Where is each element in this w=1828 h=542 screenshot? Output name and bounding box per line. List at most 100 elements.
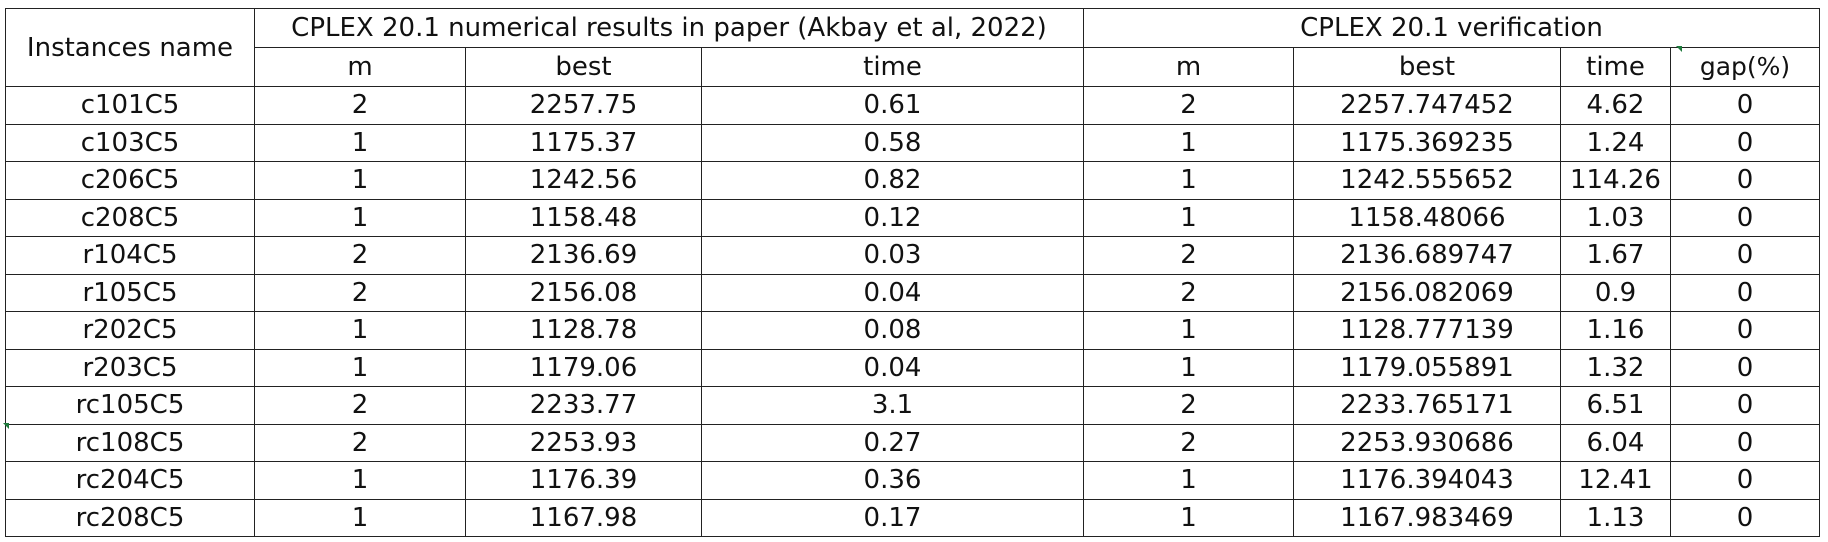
instance-name-cell[interactable]: c103C5: [5, 123, 255, 162]
verification-time-cell[interactable]: 1.32: [1560, 348, 1671, 387]
verification-time-cell[interactable]: 0.9: [1560, 273, 1671, 312]
verification-time-cell[interactable]: 4.62: [1560, 86, 1671, 125]
paper-m-cell[interactable]: 2: [254, 423, 466, 462]
paper-m-cell[interactable]: 2: [254, 386, 466, 425]
verification-best-cell[interactable]: 1128.777139: [1293, 311, 1561, 350]
gap-percent-cell[interactable]: 0: [1670, 236, 1820, 275]
verification-time-cell[interactable]: 1.13: [1560, 498, 1671, 537]
verification-m-cell[interactable]: 2: [1083, 273, 1294, 312]
paper-m-cell[interactable]: 1: [254, 461, 466, 500]
paper-best-cell[interactable]: 2136.69: [465, 236, 702, 275]
gap-percent-header[interactable]: gap(%): [1670, 47, 1820, 87]
paper-m-cell[interactable]: 2: [254, 86, 466, 125]
paper-best-header[interactable]: best: [465, 47, 702, 87]
gap-percent-cell[interactable]: 0: [1670, 123, 1820, 162]
verification-time-cell[interactable]: 1.03: [1560, 198, 1671, 237]
paper-m-cell[interactable]: 2: [254, 236, 466, 275]
paper-best-cell[interactable]: 2257.75: [465, 86, 702, 125]
verification-time-cell[interactable]: 12.41: [1560, 461, 1671, 500]
verification-best-cell[interactable]: 1176.394043: [1293, 461, 1561, 500]
paper-m-cell[interactable]: 1: [254, 311, 466, 350]
verification-time-cell[interactable]: 6.51: [1560, 386, 1671, 425]
gap-percent-cell[interactable]: 0: [1670, 198, 1820, 237]
paper-time-cell[interactable]: 0.27: [701, 423, 1084, 462]
verification-time-cell[interactable]: 114.26: [1560, 161, 1671, 200]
verification-m-cell[interactable]: 1: [1083, 498, 1294, 537]
paper-time-cell[interactable]: 0.03: [701, 236, 1084, 275]
verification-m-cell[interactable]: 2: [1083, 86, 1294, 125]
paper-results-group-header[interactable]: CPLEX 20.1 numerical results in paper (A…: [254, 8, 1084, 48]
paper-best-cell[interactable]: 2253.93: [465, 423, 702, 462]
verification-best-header[interactable]: best: [1293, 47, 1561, 87]
paper-time-cell[interactable]: 3.1: [701, 386, 1084, 425]
instance-name-cell[interactable]: rc204C5: [5, 461, 255, 500]
verification-best-cell[interactable]: 1158.48066: [1293, 198, 1561, 237]
instance-name-cell[interactable]: r105C5: [5, 273, 255, 312]
gap-percent-cell[interactable]: 0: [1670, 161, 1820, 200]
gap-percent-cell[interactable]: 0: [1670, 498, 1820, 537]
instance-name-cell[interactable]: r203C5: [5, 348, 255, 387]
verification-time-cell[interactable]: 6.04: [1560, 423, 1671, 462]
gap-percent-cell[interactable]: 0: [1670, 386, 1820, 425]
paper-time-cell[interactable]: 0.12: [701, 198, 1084, 237]
verification-time-header[interactable]: time: [1560, 47, 1671, 87]
instance-name-cell[interactable]: c208C5: [5, 198, 255, 237]
verification-best-cell[interactable]: 2156.082069: [1293, 273, 1561, 312]
instance-name-cell[interactable]: r104C5: [5, 236, 255, 275]
paper-time-cell[interactable]: 0.08: [701, 311, 1084, 350]
verification-m-cell[interactable]: 1: [1083, 348, 1294, 387]
instance-name-cell[interactable]: c206C5: [5, 161, 255, 200]
paper-m-cell[interactable]: 1: [254, 123, 466, 162]
instance-name-cell[interactable]: rc105C5: [5, 386, 255, 425]
verification-best-cell[interactable]: 2136.689747: [1293, 236, 1561, 275]
paper-best-cell[interactable]: 1176.39: [465, 461, 702, 500]
gap-percent-cell[interactable]: 0: [1670, 461, 1820, 500]
verification-m-cell[interactable]: 2: [1083, 386, 1294, 425]
verification-best-cell[interactable]: 2257.747452: [1293, 86, 1561, 125]
paper-m-cell[interactable]: 1: [254, 498, 466, 537]
verification-m-cell[interactable]: 2: [1083, 423, 1294, 462]
paper-best-cell[interactable]: 2233.77: [465, 386, 702, 425]
paper-m-cell[interactable]: 1: [254, 198, 466, 237]
paper-time-cell[interactable]: 0.17: [701, 498, 1084, 537]
verification-time-cell[interactable]: 1.67: [1560, 236, 1671, 275]
paper-best-cell[interactable]: 1179.06: [465, 348, 702, 387]
gap-percent-cell[interactable]: 0: [1670, 273, 1820, 312]
paper-best-cell[interactable]: 1167.98: [465, 498, 702, 537]
paper-m-cell[interactable]: 1: [254, 348, 466, 387]
instance-name-cell[interactable]: rc208C5: [5, 498, 255, 537]
verification-best-cell[interactable]: 2253.930686: [1293, 423, 1561, 462]
verification-best-cell[interactable]: 1179.055891: [1293, 348, 1561, 387]
paper-time-cell[interactable]: 0.82: [701, 161, 1084, 200]
paper-time-cell[interactable]: 0.04: [701, 348, 1084, 387]
gap-percent-cell[interactable]: 0: [1670, 348, 1820, 387]
verification-time-cell[interactable]: 1.24: [1560, 123, 1671, 162]
paper-m-cell[interactable]: 2: [254, 273, 466, 312]
paper-time-cell[interactable]: 0.36: [701, 461, 1084, 500]
verification-m-header[interactable]: m: [1083, 47, 1294, 87]
gap-percent-cell[interactable]: 0: [1670, 311, 1820, 350]
paper-best-cell[interactable]: 1175.37: [465, 123, 702, 162]
verification-best-cell[interactable]: 1242.555652: [1293, 161, 1561, 200]
paper-m-cell[interactable]: 1: [254, 161, 466, 200]
verification-m-cell[interactable]: 1: [1083, 311, 1294, 350]
gap-percent-cell[interactable]: 0: [1670, 86, 1820, 125]
paper-best-cell[interactable]: 2156.08: [465, 273, 702, 312]
verification-m-cell[interactable]: 1: [1083, 461, 1294, 500]
paper-time-cell[interactable]: 0.61: [701, 86, 1084, 125]
paper-time-cell[interactable]: 0.58: [701, 123, 1084, 162]
paper-time-header[interactable]: time: [701, 47, 1084, 87]
instances-name-header[interactable]: Instances name: [5, 8, 255, 87]
instance-name-cell[interactable]: rc108C5: [5, 423, 255, 462]
verification-best-cell[interactable]: 1175.369235: [1293, 123, 1561, 162]
verification-m-cell[interactable]: 2: [1083, 236, 1294, 275]
verification-best-cell[interactable]: 1167.983469: [1293, 498, 1561, 537]
verification-best-cell[interactable]: 2233.765171: [1293, 386, 1561, 425]
paper-best-cell[interactable]: 1242.56: [465, 161, 702, 200]
instance-name-cell[interactable]: c101C5: [5, 86, 255, 125]
instance-name-cell[interactable]: r202C5: [5, 311, 255, 350]
paper-best-cell[interactable]: 1158.48: [465, 198, 702, 237]
verification-group-header[interactable]: CPLEX 20.1 verification: [1083, 8, 1820, 48]
paper-time-cell[interactable]: 0.04: [701, 273, 1084, 312]
gap-percent-cell[interactable]: 0: [1670, 423, 1820, 462]
